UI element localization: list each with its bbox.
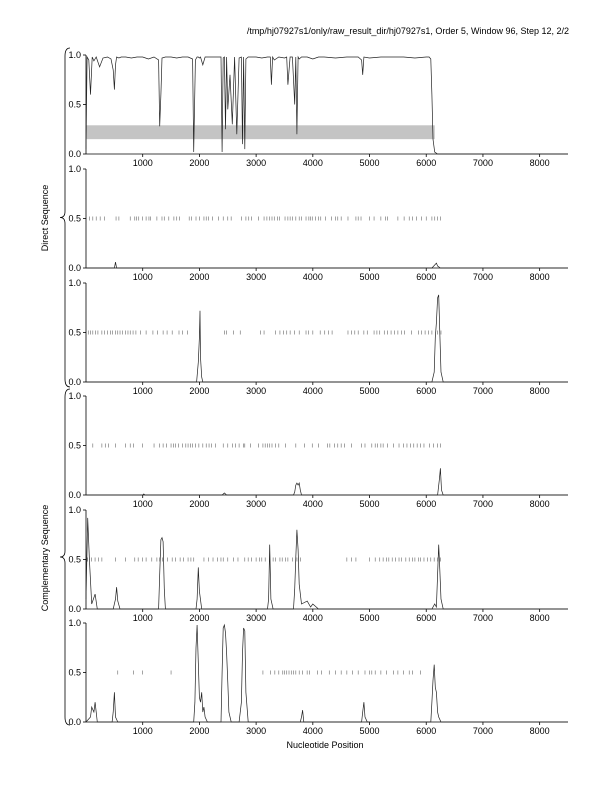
y-tick-label: 0.0 — [68, 263, 81, 273]
x-tick-label: 6000 — [416, 386, 436, 396]
x-tick-label: 1000 — [133, 613, 153, 623]
x-tick-label: 2000 — [189, 272, 209, 282]
y-tick-label: 0.5 — [68, 214, 81, 224]
y-tick-label: 0.0 — [68, 149, 81, 159]
y-tick-label: 0.5 — [68, 328, 81, 338]
x-tick-label: 3000 — [246, 499, 266, 509]
x-tick-label: 3000 — [246, 272, 266, 282]
panel-3: 0.0 0.5 1.0 1000 2000 3000 4000 5000 6000 7000 800… — [68, 278, 568, 396]
x-tick-label: 4000 — [303, 613, 323, 623]
x-tick-label: 1000 — [133, 386, 153, 396]
panel-2: 0.0 0.5 1.0 1000 2000 3000 4000 5000 6000 7000 800… — [68, 164, 568, 282]
x-tick-label: 6000 — [416, 613, 436, 623]
probability-line — [86, 262, 568, 269]
y-tick-label: 0.0 — [68, 717, 81, 727]
x-tick-label: 5000 — [360, 272, 380, 282]
braces — [59, 47, 71, 726]
x-tick-label: 5000 — [360, 613, 380, 623]
group-label-complementary: Complementary Sequence — [40, 505, 50, 612]
x-tick-label: 4000 — [303, 158, 323, 168]
x-tick-label: 3000 — [246, 386, 266, 396]
x-tick-label: 2000 — [189, 499, 209, 509]
x-tick-label: 4000 — [303, 386, 323, 396]
x-tick-label: 7000 — [473, 613, 493, 623]
probability-line — [85, 517, 568, 610]
x-tick-label: 7000 — [473, 386, 493, 396]
y-tick-label: 0.5 — [68, 668, 81, 678]
page-title: /tmp/hj07927s1/only/raw_result_dir/hj079… — [246, 26, 569, 36]
x-tick-label: 7000 — [473, 158, 493, 168]
x-tick-label: 2000 — [189, 613, 209, 623]
x-tick-label: 6000 — [416, 499, 436, 509]
x-tick-label: 8000 — [530, 499, 550, 509]
y-tick-label: 0.0 — [68, 604, 81, 614]
x-tick-label: 7000 — [473, 499, 493, 509]
panel-4: 0.0 0.5 1.0 1000 2000 3000 4000 5000 6000 7000 800… — [68, 391, 568, 509]
y-tick-label: 1.0 — [68, 618, 81, 628]
panels: 0.0 0.5 1.0 1000 2000 3000 4000 5000 6000 7000 800… — [68, 50, 568, 736]
x-tick-label: 1000 — [133, 726, 153, 736]
x-tick-label: 8000 — [530, 272, 550, 282]
x-tick-label: 2000 — [189, 386, 209, 396]
x-tick-label: 7000 — [473, 272, 493, 282]
probability-line — [86, 468, 568, 496]
probability-line — [85, 55, 568, 155]
group-label-direct: Direct Sequence — [40, 185, 50, 252]
y-tick-label: 1.0 — [68, 278, 81, 288]
y-tick-label: 0.0 — [68, 377, 81, 387]
x-tick-label: 4000 — [303, 726, 323, 736]
x-tick-label: 1000 — [133, 499, 153, 509]
x-tick-label: 6000 — [416, 272, 436, 282]
x-tick-label: 1000 — [133, 272, 153, 282]
brace-complementary — [59, 388, 71, 726]
y-tick-label: 0.0 — [68, 490, 81, 500]
x-tick-label: 3000 — [246, 726, 266, 736]
x-tick-label: 8000 — [530, 158, 550, 168]
x-tick-label: 6000 — [416, 726, 436, 736]
x-tick-label: 5000 — [360, 726, 380, 736]
panel-6: 0.0 0.5 1.0 1000 2000 3000 4000 5000 6000 7000 800… — [68, 618, 568, 736]
x-tick-label: 8000 — [530, 726, 550, 736]
x-tick-label: 2000 — [189, 158, 209, 168]
brace-direct — [59, 47, 71, 388]
x-tick-label: 6000 — [416, 158, 436, 168]
y-tick-label: 0.5 — [68, 555, 81, 565]
y-tick-label: 1.0 — [68, 164, 81, 174]
probability-line — [86, 294, 568, 383]
x-tick-label: 5000 — [360, 158, 380, 168]
x-tick-label: 4000 — [303, 499, 323, 509]
panel-1: 0.0 0.5 1.0 1000 2000 3000 4000 5000 6000 7000 800… — [68, 50, 568, 168]
x-tick-label: 2000 — [189, 726, 209, 736]
probability-line — [85, 623, 568, 723]
x-tick-label: 4000 — [303, 272, 323, 282]
y-tick-label: 0.5 — [68, 441, 81, 451]
panel-5: 0.0 0.5 1.0 1000 2000 3000 4000 5000 6000 7000 800… — [68, 505, 568, 623]
y-tick-label: 1.0 — [68, 50, 81, 60]
x-tick-label: 5000 — [360, 386, 380, 396]
y-tick-label: 0.5 — [68, 100, 81, 110]
x-axis-label: Nucleotide Position — [286, 740, 363, 750]
x-tick-label: 8000 — [530, 386, 550, 396]
x-tick-label: 1000 — [133, 158, 153, 168]
x-tick-label: 8000 — [530, 613, 550, 623]
y-tick-label: 1.0 — [68, 391, 81, 401]
coding-region-bar — [86, 125, 435, 140]
x-tick-label: 5000 — [360, 499, 380, 509]
x-tick-label: 3000 — [246, 613, 266, 623]
y-tick-label: 1.0 — [68, 505, 81, 515]
x-tick-label: 3000 — [246, 158, 266, 168]
x-tick-label: 7000 — [473, 726, 493, 736]
